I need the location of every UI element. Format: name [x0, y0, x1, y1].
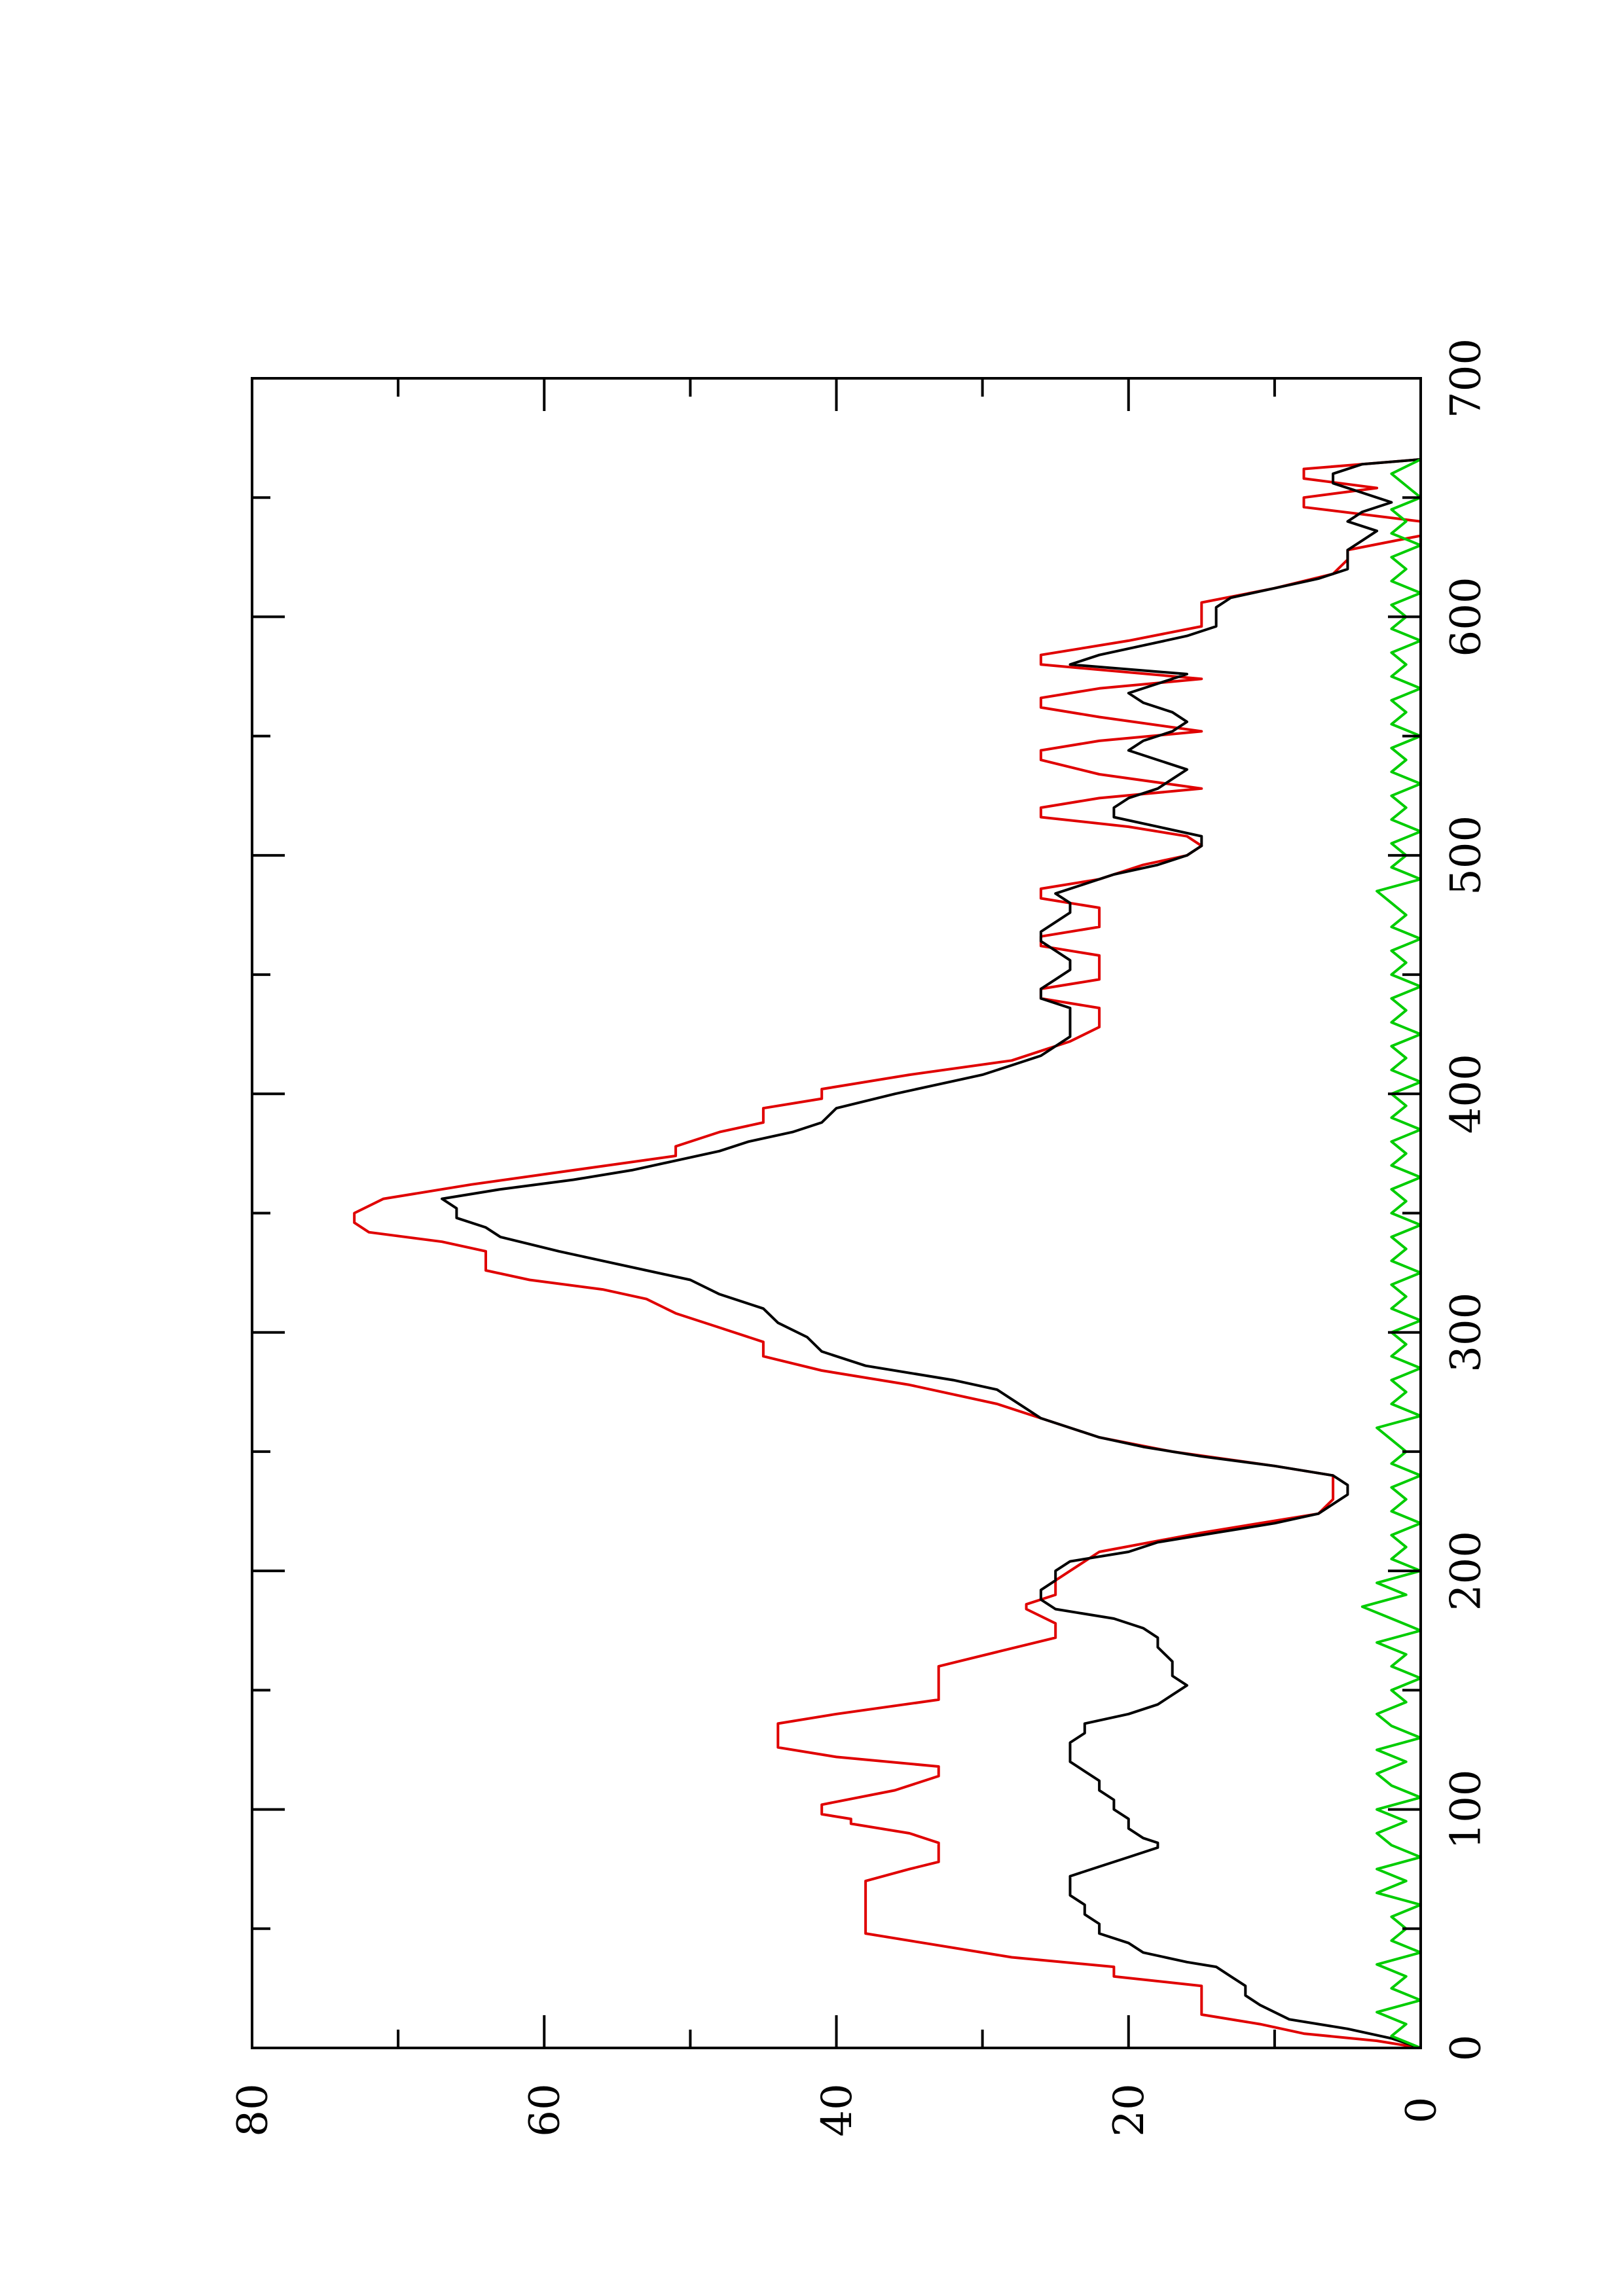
x-tick-label: 600 — [1442, 577, 1490, 656]
plot-frame — [251, 377, 1422, 2049]
x-tick-label: 700 — [1442, 338, 1490, 418]
x-tick-label: 100 — [1442, 1769, 1490, 1849]
x-tick-label: 0 — [1442, 2035, 1490, 2062]
y-tick-label: 20 — [1105, 2083, 1154, 2136]
y-tick-label: 80 — [228, 2083, 277, 2136]
y-tick-label: 60 — [521, 2083, 570, 2136]
y-tick-label: 40 — [813, 2083, 862, 2136]
y-tick-label: 0 — [1397, 2097, 1446, 2124]
x-tick-label: 200 — [1442, 1531, 1490, 1611]
plot-area — [353, 457, 1422, 2049]
axes: 0 100 200 300 400 500 600 700 0 20 40 60 80 — [228, 338, 1490, 2137]
series-line-1 — [353, 457, 1422, 2049]
series-line-2 — [441, 457, 1421, 2049]
x-tick-label: 500 — [1442, 816, 1490, 895]
series-line-3 — [1360, 458, 1422, 2049]
x-tick-label: 300 — [1442, 1293, 1490, 1372]
x-tick-label: 400 — [1442, 1054, 1490, 1134]
